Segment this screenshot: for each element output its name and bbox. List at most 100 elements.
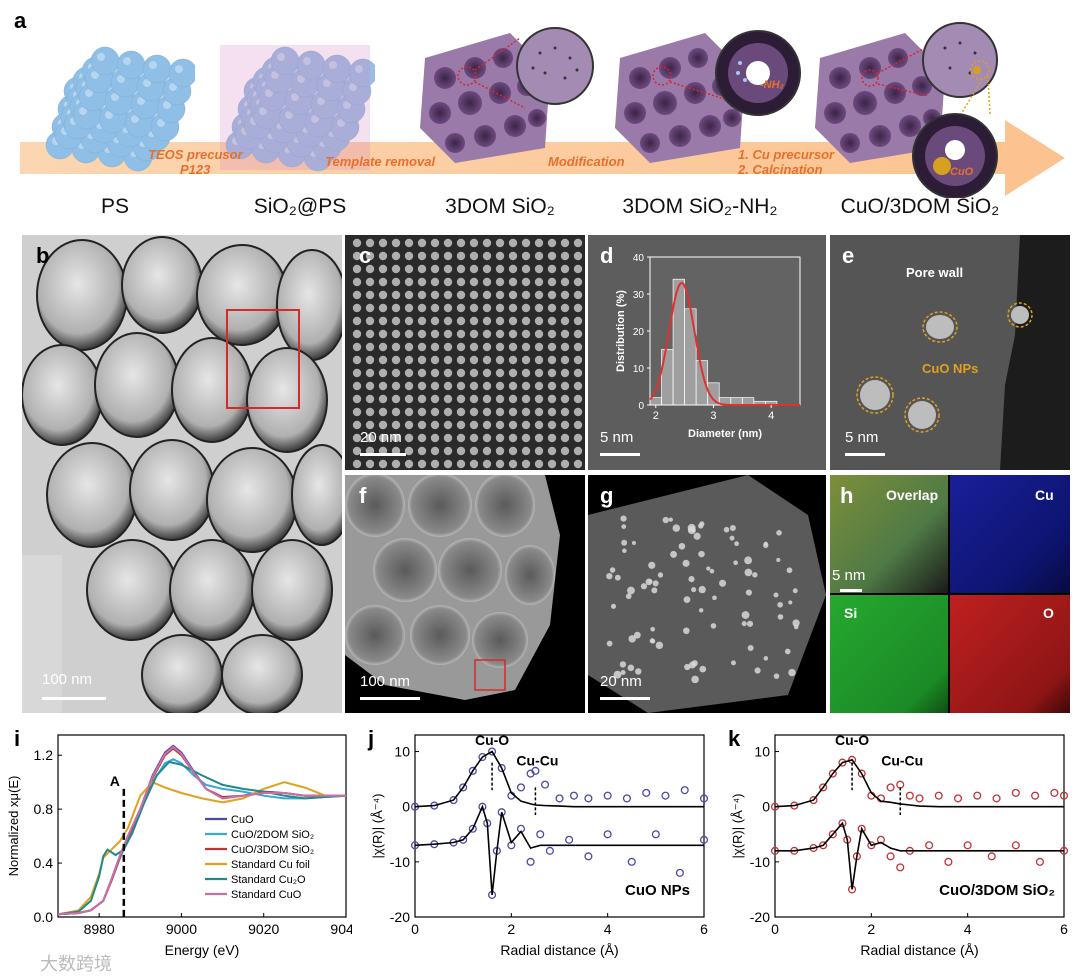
mesopore-wall-dot: [560, 238, 570, 248]
mesopore-wall-dot: [560, 420, 570, 430]
exafs-data-point: [478, 753, 487, 762]
mesopore-wall-dot: [573, 316, 583, 326]
legend-entry: Standard Cu foil: [231, 859, 310, 871]
mesopore-wall-dot: [352, 355, 362, 365]
mesopore-wall-dot: [417, 459, 427, 469]
y-axis-label: |χ(R)| (Å⁻⁴): [370, 793, 385, 858]
mesopore-wall-dot: [521, 342, 531, 352]
x-tick-label: 0: [411, 921, 419, 937]
mesopore-wall-dot: [404, 303, 414, 313]
exafs-data-point: [819, 841, 828, 850]
mesopore-wall-dot: [391, 277, 401, 287]
mesopore-wall-dot: [404, 290, 414, 300]
mesopore-wall-dot: [443, 264, 453, 274]
haadf-image-f: f 100 nm: [345, 475, 585, 713]
scale-text-f: 100 nm: [360, 673, 411, 690]
mesopore-wall-dot: [521, 407, 531, 417]
mesopore-wall-dot: [391, 394, 401, 404]
mesopore-wall-dot: [482, 368, 492, 378]
mesopore-wall-dot: [469, 238, 479, 248]
panel-f-label: f: [359, 483, 367, 508]
cu-cu-annotation: Cu-Cu: [516, 752, 558, 768]
mesopore-wall-dot: [430, 238, 440, 248]
cu-cu-annotation: Cu-Cu: [881, 752, 923, 768]
mesopore-wall-dot: [482, 407, 492, 417]
cuo-nanoparticle-dot: [625, 593, 632, 600]
y-tick-label: 20: [633, 327, 645, 338]
cuo-nanoparticle-dot: [788, 668, 796, 677]
mesopore-wall-dot: [508, 381, 518, 391]
diameter-distribution-chart: 0 10 20 30 40 2 3 4 Diameter (nm) Distribution (%…: [615, 253, 801, 440]
mesopore-wall-dot: [495, 368, 505, 378]
mesopore-wall-dot: [495, 381, 505, 391]
sphere-highlight: [157, 119, 165, 127]
y-tick-label: 30: [633, 290, 645, 301]
legend-entry: CuO/2DOM SiO₂: [231, 829, 314, 841]
y-tick-label: 10: [394, 744, 410, 760]
eds-si-map: [830, 595, 948, 713]
mesopore-wall-dot: [378, 433, 388, 443]
mesopore-wall-dot: [417, 394, 427, 404]
mesopore-wall-dot: [443, 446, 453, 456]
mesopore-wall-dot: [573, 264, 583, 274]
sphere-highlight: [97, 53, 105, 61]
mesopore-wall-dot: [521, 446, 531, 456]
cuo-nanoparticle-dot: [683, 596, 691, 604]
x-tick-label: 2: [867, 921, 875, 937]
exafs-data-point: [973, 791, 982, 800]
mesopore-wall-dot: [547, 459, 557, 469]
mesopore-wall-dot: [417, 316, 427, 326]
mesopore-wall-dot: [547, 433, 557, 443]
mesopore-wall-dot: [443, 394, 453, 404]
cuo-nanoparticle-dot: [649, 638, 655, 644]
mesopore-wall-dot: [547, 446, 557, 456]
cuo-nanoparticle-dot: [733, 560, 738, 566]
mesopore-wall-dot: [508, 316, 518, 326]
mesopore-wall-dot: [417, 342, 427, 352]
tem-image-e: e Pore wall CuO NPs 5 nm: [830, 235, 1070, 470]
mesopore-wall-dot: [508, 446, 518, 456]
mesopore-wall-dot: [521, 394, 531, 404]
cuo-nanoparticle-dot: [620, 515, 627, 522]
exafs-data-point: [699, 794, 709, 803]
cuo-nanoparticle-dot: [773, 673, 780, 679]
mesopore-wall-dot: [352, 303, 362, 313]
mesopore-wall-dot: [352, 446, 362, 456]
mesopore-wall-dot: [430, 433, 440, 443]
sphere-highlight: [265, 89, 273, 97]
mesopore-wall-dot: [495, 420, 505, 430]
cuo-3dom-sio2-illustration: CuO: [815, 22, 998, 198]
mesopore-wall-dot: [430, 264, 440, 274]
cuo-nanoparticle-dot: [620, 669, 626, 675]
mesopore-wall-dot: [430, 381, 440, 391]
cuo-nanoparticle-dot: [786, 567, 793, 574]
mesopore-wall-dot: [495, 264, 505, 274]
mesopore-wall-dot: [508, 420, 518, 430]
mesopore-wall-dot: [391, 316, 401, 326]
mesopore-wall-dot: [547, 342, 557, 352]
mesopore-wall-dot: [495, 433, 505, 443]
x-axis-label: Radial distance (Å): [500, 942, 618, 958]
exafs-fit-line: [414, 804, 704, 895]
mesopore-wall-dot: [469, 290, 479, 300]
exafs-data-point: [1011, 788, 1020, 797]
mesopore-wall-dot: [521, 433, 531, 443]
y-tick-label: 0.4: [34, 855, 54, 871]
mesopore-wall-dot: [482, 433, 492, 443]
eds-overlap-map: [830, 475, 948, 593]
exafs-data-point: [545, 846, 554, 855]
exafs-cuo-nps-chart: 0 2 4 6 -20 -10 0 10 Radial distance (Å) |χ(R)| (…: [370, 732, 709, 958]
mesopore-wall-dot: [417, 329, 427, 339]
cuo-nanoparticle-dot: [706, 566, 711, 571]
sphere-highlight: [149, 61, 157, 69]
mesopore-wall-dot: [430, 303, 440, 313]
mesopore-wall-dot: [534, 342, 544, 352]
mesopore-wall-dot: [404, 446, 414, 456]
cuo-nanoparticle-dot: [687, 523, 696, 532]
mesopore-wall-dot: [469, 420, 479, 430]
mesopore-wall-dot: [443, 238, 453, 248]
sphere-highlight: [105, 111, 113, 119]
mesopore-wall-dot: [443, 303, 453, 313]
x-tick-label: 9000: [166, 921, 197, 937]
mesopore-wall-dot: [378, 329, 388, 339]
